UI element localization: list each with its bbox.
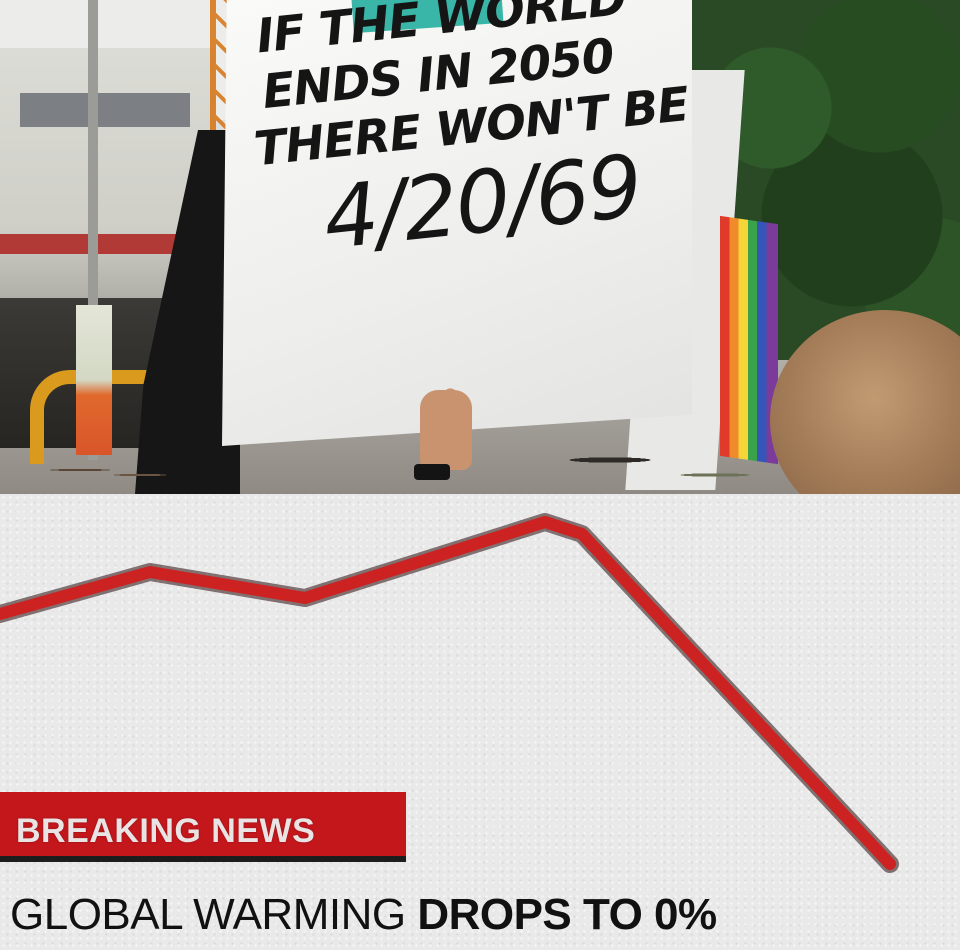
headline: GLOBAL WARMING DROPS TO 0% xyxy=(10,890,717,940)
trend-line xyxy=(0,516,896,870)
trend-chart xyxy=(0,513,899,873)
ad-pillar xyxy=(76,305,112,455)
wristwatch xyxy=(414,464,450,480)
breaking-news-label: BREAKING NEWS xyxy=(16,812,316,850)
headline-bold: DROPS TO 0% xyxy=(417,890,717,939)
street-pole xyxy=(88,0,98,460)
sign-text: IF THE WORLD ENDS IN 2050 THERE WON'T BE… xyxy=(232,0,692,275)
protest-photo: IF THE WORLD ENDS IN 2050 THERE WON'T BE… xyxy=(0,0,960,494)
breaking-news-panel: BREAKING NEWS GLOBAL WARMING DROPS TO 0% xyxy=(0,494,960,950)
headline-regular: GLOBAL WARMING xyxy=(10,890,406,939)
building-red-band xyxy=(0,234,215,254)
protest-sign: IF THE WORLD ENDS IN 2050 THERE WON'T BE… xyxy=(222,0,692,446)
building-windows xyxy=(20,93,190,127)
breaking-news-banner: BREAKING NEWS xyxy=(0,792,406,862)
